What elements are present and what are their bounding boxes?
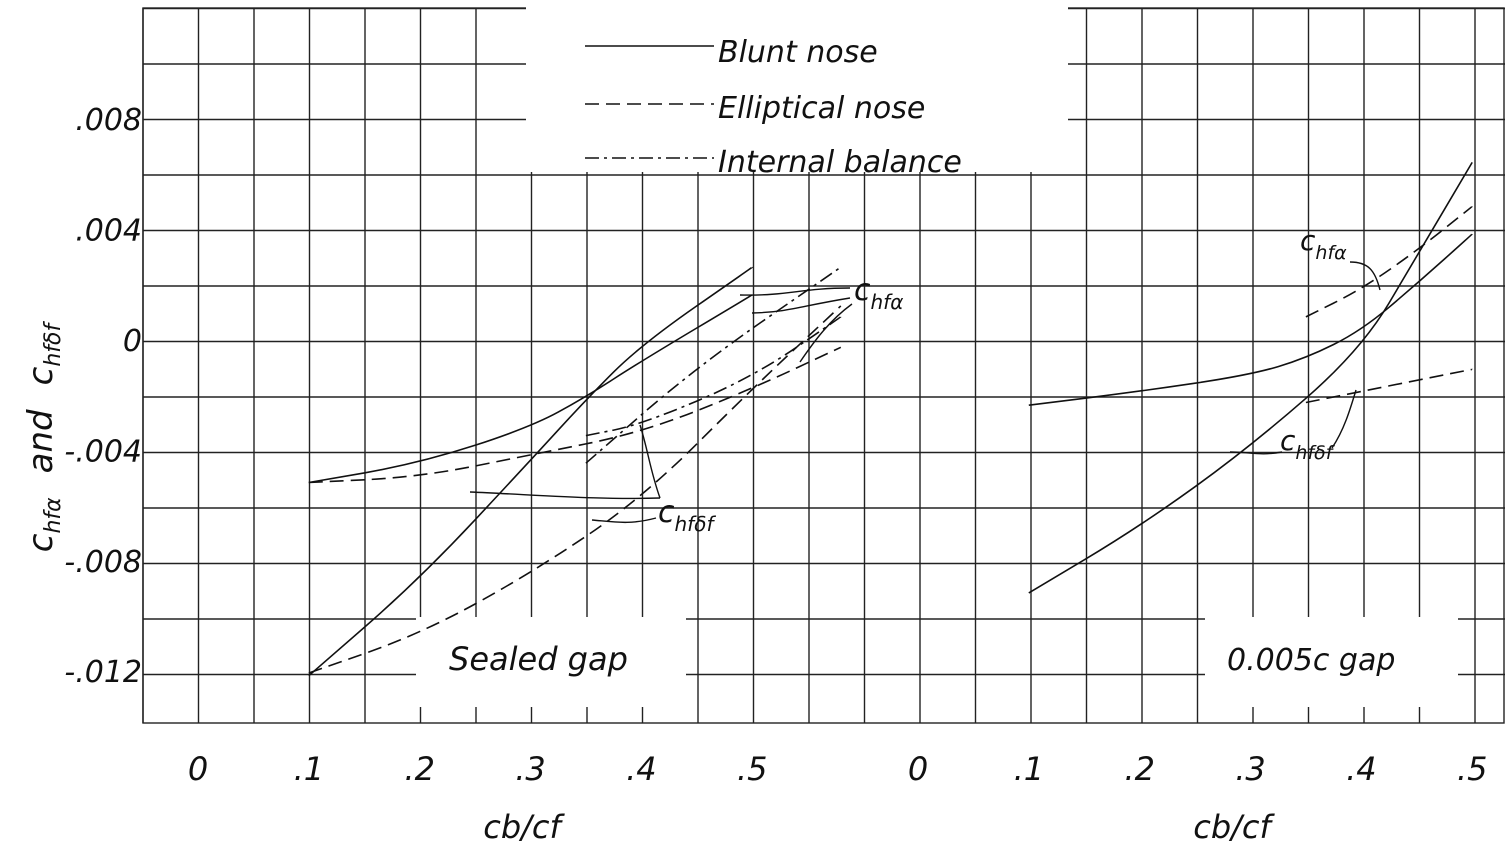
leader-right-alpha [1349,261,1381,291]
svg-text:chfαandchfδf: chfαandchfδf [21,321,66,553]
series-line [1305,368,1473,404]
leaders [469,261,1381,524]
series-line [308,346,842,484]
x-tick-label: .2 [404,750,435,788]
legend-label-internal-balance: Internal balance [718,145,962,180]
legend-label-elliptical-nose: Elliptical nose [718,91,925,126]
x-tick-label: .4 [626,750,657,788]
x-tick-label: 0 [908,750,928,788]
series-line [1028,161,1473,594]
leader-left-delta-2 [639,424,661,499]
x-tick-label: .2 [1124,750,1155,788]
annotation-left-chfa: chfα [854,273,903,314]
series-layer [308,161,1473,677]
leader-left-alpha-3 [799,303,853,363]
y-label-chfa: c [21,533,61,552]
y-tick-label: 0 [123,324,142,359]
x-tick-label: 0 [188,750,208,788]
y-axis-label: chfαandchfδf [21,321,66,553]
y-tick-label: -.008 [64,545,142,580]
series-line [585,316,842,437]
series-line [585,266,842,464]
y-tick-label: -.004 [64,434,142,469]
y-tick-label: .004 [75,214,142,249]
series-line [1028,233,1473,406]
x-axis-label-right: cb/cf [1193,808,1275,846]
x-axis-label-left: cb/cf [483,808,565,846]
y-tick-label: -.012 [64,655,142,690]
legend-label-blunt-nose: Blunt nose [718,35,878,70]
annotation-left-chfdf: chfδf [658,495,716,536]
annotation-right-chfdf: chfδf [1280,424,1336,464]
y-label-chfdf: c [21,366,61,385]
x-tick-label: .3 [1235,750,1266,788]
series-line [308,294,754,484]
leader-right-delta-2 [1331,389,1357,449]
leader-left-alpha-1 [739,287,851,296]
series-line [1305,205,1473,318]
x-tick-labels: 0 .1 .2 .3 .4 .5 0 .1 .2 .3 .4 .5 [188,750,1488,788]
leader-left-delta-3 [591,517,657,524]
x-tick-label: .5 [1457,750,1488,788]
y-tick-labels: .008 .004 0 -.004 -.008 -.012 [64,103,142,690]
leader-left-delta-1 [469,491,661,500]
legend-box [526,6,1068,172]
sealed-gap-label: Sealed gap [449,640,628,678]
leader-right-delta-1 [1229,451,1283,455]
x-tick-label: .5 [737,750,768,788]
leader-left-alpha-2 [751,297,851,314]
gap-label-box [1205,617,1458,707]
x-tick-label: .1 [294,750,325,788]
x-tick-label: .1 [1014,750,1045,788]
series-line [308,305,842,674]
gap-label: 0.005c gap [1227,643,1395,678]
y-label-chfdf-sub: hfδf [41,321,66,367]
y-tick-label: .008 [75,103,142,138]
y-label-and: and [21,409,61,473]
y-label-chfa-sub: hfα [41,497,66,534]
sealed-gap-label-box [416,617,686,707]
x-tick-label: .4 [1346,750,1377,788]
annotation-right-chfa: chfα [1300,224,1347,264]
x-tick-label: .3 [515,750,546,788]
legend [585,45,714,159]
series-line [308,266,754,677]
